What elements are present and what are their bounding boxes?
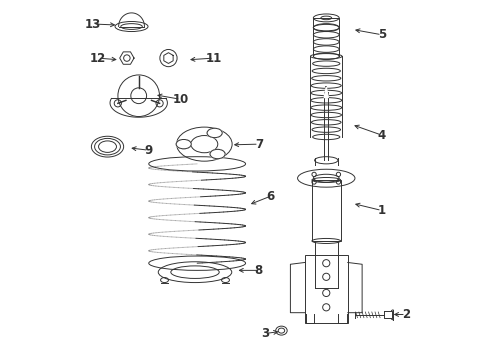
Text: 1: 1 <box>377 204 385 217</box>
Text: 5: 5 <box>377 28 385 41</box>
Polygon shape <box>210 149 224 159</box>
Polygon shape <box>324 87 328 98</box>
Text: 4: 4 <box>377 129 385 142</box>
Polygon shape <box>176 139 191 149</box>
Polygon shape <box>207 128 222 138</box>
Bar <box>311 180 340 241</box>
Bar <box>304 255 347 323</box>
Text: 11: 11 <box>205 51 222 64</box>
Text: 3: 3 <box>261 327 269 340</box>
Text: 10: 10 <box>172 93 188 106</box>
Text: 7: 7 <box>254 138 263 150</box>
Text: 9: 9 <box>144 144 153 157</box>
Text: 13: 13 <box>85 18 101 31</box>
Text: 2: 2 <box>401 308 409 321</box>
Text: 8: 8 <box>254 264 263 277</box>
Text: 6: 6 <box>266 190 274 203</box>
Text: 12: 12 <box>89 51 105 64</box>
